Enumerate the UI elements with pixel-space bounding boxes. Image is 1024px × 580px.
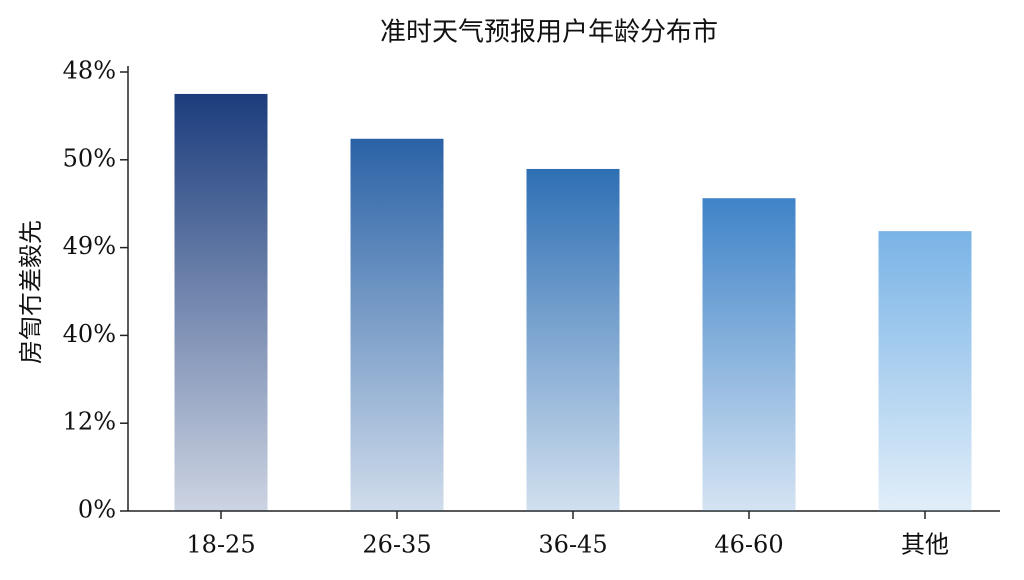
bar	[702, 198, 796, 511]
x-tick-label: 26-35	[362, 531, 431, 559]
chart-title: 准时天气预报用户年龄分布市	[380, 18, 718, 48]
y-tick-label: 49%	[63, 232, 116, 260]
x-tick-label: 46-60	[714, 531, 783, 559]
y-tick-label: 50%	[63, 144, 116, 172]
bar	[878, 231, 972, 511]
x-tick-label: 18-25	[186, 531, 255, 559]
x-tick-label: 其他	[901, 531, 949, 559]
y-axis-label: 房訇冇差毅先	[17, 220, 45, 364]
bar	[174, 93, 268, 511]
x-tick-label: 36-45	[538, 531, 607, 559]
y-tick-label: 0%	[78, 496, 116, 524]
bar	[350, 138, 444, 511]
bar	[526, 168, 620, 511]
y-tick-label: 48%	[63, 57, 116, 85]
y-tick-label: 12%	[63, 408, 116, 436]
y-tick-label: 40%	[63, 320, 116, 348]
